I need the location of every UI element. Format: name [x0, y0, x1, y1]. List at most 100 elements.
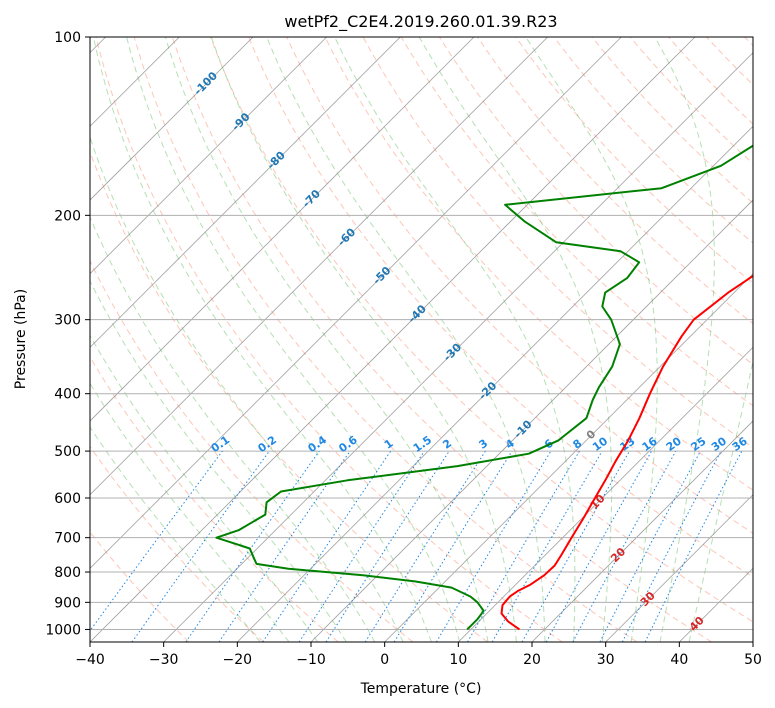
isotherm-line — [458, 346, 753, 642]
isotherm-label: -20 — [476, 379, 499, 402]
moist-adiabat-line — [688, 358, 753, 642]
dry-adiabat-line — [668, 37, 753, 125]
x-tick-label: 0 — [380, 652, 389, 668]
dry-adiabat-line — [706, 37, 753, 86]
mixing-ratio-line — [435, 450, 552, 642]
mixing-ratio-label: 0.4 — [306, 433, 330, 455]
isotherm-line — [90, 37, 475, 422]
isotherm-line — [90, 37, 622, 569]
mixing-ratio-label: 1.5 — [411, 433, 434, 455]
y-tick-label: 1000 — [45, 622, 81, 638]
mixing-ratio-line — [572, 450, 677, 642]
isotherm-line — [752, 641, 753, 642]
isotherm-label: -10 — [511, 417, 534, 440]
isotherm-label: 30 — [638, 589, 658, 609]
mixing-ratio-label: 3 — [477, 437, 491, 452]
background-lines — [90, 37, 753, 642]
mixing-ratio-line — [545, 450, 653, 642]
y-tick-label: 500 — [54, 444, 81, 460]
dry-adiabat-line — [90, 259, 414, 642]
dry-adiabat-line — [133, 37, 638, 642]
moist-adiabat-line — [418, 37, 613, 642]
dry-adiabat-line — [515, 37, 753, 284]
isotherm-label: -80 — [265, 149, 288, 172]
y-axis-label: Pressure (hPa) — [13, 289, 29, 389]
dry-adiabat-line — [324, 37, 753, 491]
mixing-ratio-line — [393, 450, 513, 642]
x-tick-label: −30 — [149, 652, 179, 668]
dry-adiabat-line — [286, 37, 753, 534]
moist-adiabat-line — [90, 334, 319, 642]
y-tick-label: 600 — [54, 491, 81, 507]
mixing-ratio-line — [90, 450, 223, 632]
y-tick-label: 800 — [54, 565, 81, 581]
isotherm-line — [531, 420, 753, 642]
mixing-ratio-label: 0.1 — [209, 433, 232, 455]
isotherm-label: -90 — [229, 110, 252, 133]
x-tick-label: 40 — [670, 652, 688, 668]
dry-adiabat-line — [248, 37, 753, 578]
x-axis: −40 −30 −20 −10 0 10 20 30 40 50 — [75, 642, 762, 668]
moist-adiabat-line — [90, 215, 376, 642]
moist-adiabat-line — [210, 37, 517, 642]
dry-adiabat-line — [95, 37, 563, 642]
mixing-ratio-line — [185, 450, 320, 642]
isotherm-line — [384, 273, 753, 642]
moist-adiabat-line — [334, 37, 576, 642]
mixing-ratio-line — [218, 450, 351, 642]
isotherm-line — [90, 37, 401, 348]
moist-adiabat-line — [92, 37, 432, 642]
isotherm-line — [605, 494, 753, 642]
moist-adiabat-line — [90, 426, 261, 642]
dry-adiabat-line — [553, 37, 753, 244]
dry-adiabat-line — [744, 37, 753, 47]
y-tick-label: 400 — [54, 387, 81, 403]
isotherm-line — [310, 199, 753, 642]
plot-frame — [89, 36, 754, 643]
isotherm-label: -60 — [335, 225, 358, 248]
isotherm-label: -40 — [406, 302, 429, 325]
x-tick-label: −20 — [223, 652, 253, 668]
temperature-profile-line — [500, 274, 753, 631]
chart-title: wetPf2_C2E4.2019.260.01.39.R23 — [284, 12, 557, 32]
isotherm-label: -50 — [370, 264, 393, 287]
x-axis-label: Temperature (°C) — [360, 681, 482, 697]
y-tick-label: 200 — [54, 208, 81, 224]
x-tick-label: 30 — [597, 652, 615, 668]
moist-adiabat-line — [126, 37, 461, 642]
isotherm-line — [90, 37, 327, 275]
mixing-ratio-label: 4 — [503, 436, 517, 451]
mixing-ratio-label: 0.6 — [336, 433, 360, 455]
moist-adiabat-line — [654, 37, 715, 642]
dry-adiabat-line — [171, 37, 712, 642]
isotherm-label: 40 — [687, 614, 707, 634]
profile-lines — [215, 144, 753, 631]
moist-adiabat-line — [164, 37, 489, 642]
isotherm-line — [237, 125, 753, 642]
moist-adiabat-line — [525, 37, 658, 642]
mixing-ratio-line — [131, 450, 270, 642]
isotherm-line — [163, 52, 753, 642]
mixing-ratio-line — [644, 450, 743, 642]
x-tick-label: −10 — [296, 652, 326, 668]
x-tick-label: −40 — [75, 652, 105, 668]
mixing-ratio-line — [599, 450, 701, 642]
isotherm-line — [90, 37, 696, 642]
mixing-ratio-label: 2 — [440, 437, 454, 452]
isotherm-line — [90, 37, 548, 496]
dry-adiabat-line — [210, 37, 753, 623]
mixing-ratio-line — [521, 450, 630, 642]
isotherm-label: -100 — [191, 69, 220, 98]
isotherm-label: -30 — [441, 341, 464, 364]
isotherm-label: -70 — [300, 187, 323, 210]
x-tick-label: 20 — [523, 652, 541, 668]
dry-adiabat-line — [477, 37, 753, 325]
mixing-ratio-line — [325, 450, 450, 642]
moist-adiabat-line — [266, 37, 546, 642]
dewpoint-profile-line — [215, 144, 753, 631]
line-labels: 0.1 0.2 0.4 0.6 1 1.5 2 3 4 6 8 10 13 16 20 25 30 36-100-… — [191, 69, 750, 634]
mixing-ratio-line — [298, 450, 425, 642]
moist-adiabat-line — [90, 382, 290, 642]
y-tick-label: 300 — [54, 313, 81, 329]
